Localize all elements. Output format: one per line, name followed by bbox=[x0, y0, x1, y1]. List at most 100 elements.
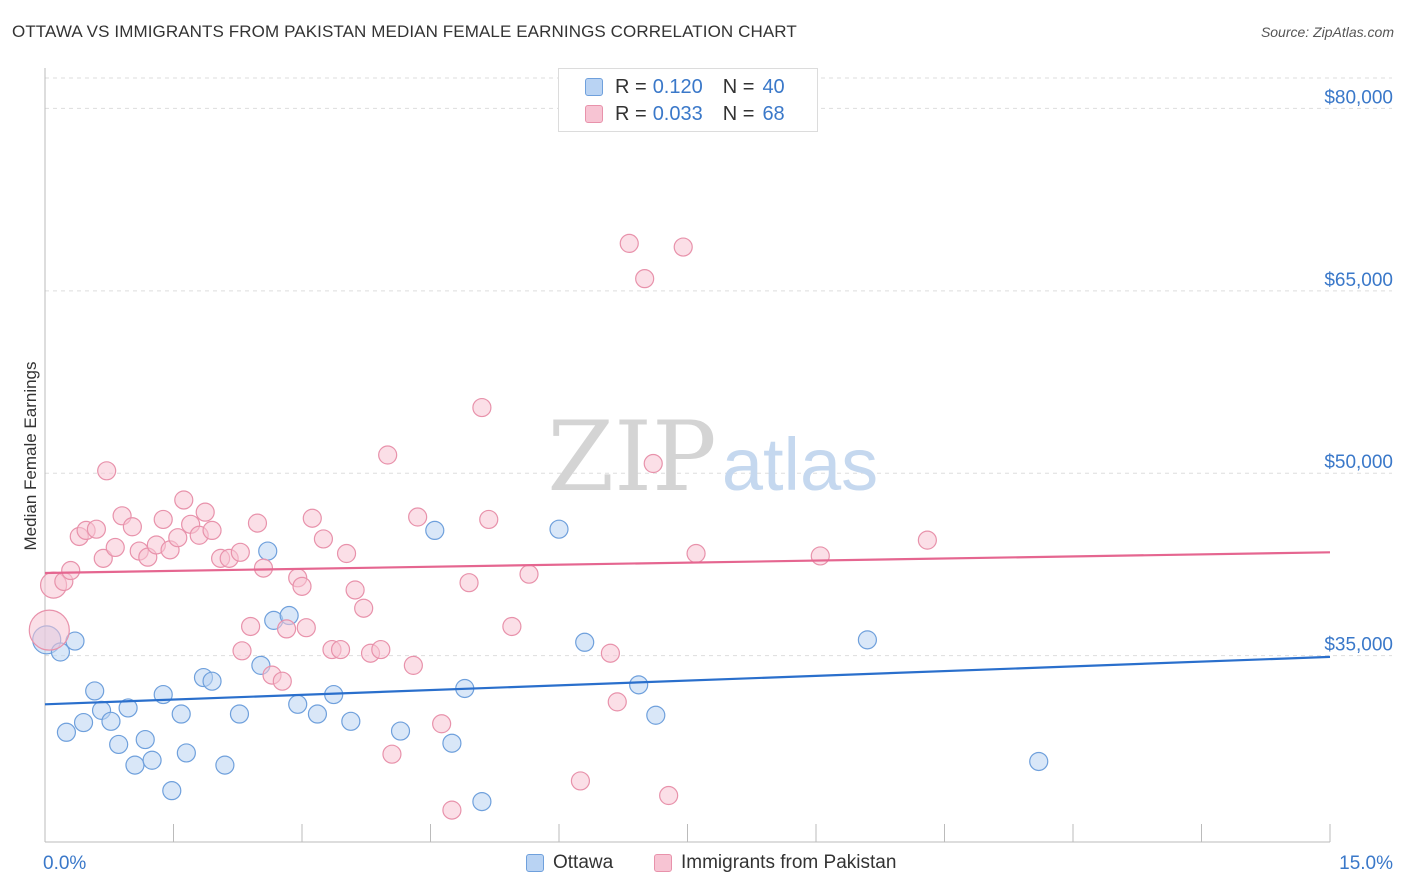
data-point bbox=[109, 734, 129, 755]
data-point bbox=[432, 714, 452, 734]
data-point bbox=[288, 694, 308, 714]
legend-r-label: R = bbox=[615, 75, 647, 98]
data-point bbox=[85, 681, 105, 701]
series-legend: Ottawa Immigrants from Pakistan bbox=[0, 852, 1406, 878]
data-point bbox=[472, 397, 492, 418]
data-point bbox=[371, 639, 391, 660]
y-axis-label: Median Female Earnings bbox=[21, 362, 40, 551]
trend-line-pakistan bbox=[44, 551, 1331, 575]
legend-r-label: R = bbox=[615, 102, 647, 125]
y-tick-label: $80,000 bbox=[1324, 87, 1393, 108]
data-point bbox=[174, 490, 194, 510]
chart-source: Source: ZipAtlas.com bbox=[1260, 24, 1394, 40]
data-point bbox=[425, 520, 445, 541]
data-point bbox=[659, 785, 679, 806]
data-point bbox=[390, 721, 411, 741]
data-point bbox=[382, 744, 402, 764]
legend-row-pakistan: R = 0.033 N = 68 bbox=[585, 102, 785, 126]
data-point bbox=[93, 548, 113, 568]
correlation-legend: R = 0.120 N = 40 R = 0.033 N = 68 bbox=[558, 68, 818, 132]
data-point bbox=[142, 750, 162, 770]
data-point bbox=[408, 507, 428, 527]
data-point bbox=[810, 546, 830, 566]
data-point bbox=[302, 508, 322, 528]
data-point bbox=[162, 781, 182, 801]
legend-n-label: N = bbox=[722, 102, 755, 125]
data-point bbox=[570, 771, 591, 791]
data-point bbox=[105, 537, 125, 558]
data-point bbox=[646, 705, 666, 725]
data-point bbox=[292, 576, 312, 596]
data-point bbox=[519, 564, 539, 584]
data-point bbox=[168, 528, 188, 548]
data-point bbox=[313, 529, 334, 549]
data-point bbox=[258, 541, 278, 561]
data-point bbox=[176, 743, 196, 763]
watermark: ZIP atlas bbox=[547, 401, 878, 513]
data-point bbox=[345, 580, 365, 600]
data-point bbox=[502, 616, 522, 637]
watermark-zip: ZIP bbox=[547, 401, 716, 513]
data-point bbox=[307, 704, 328, 724]
data-point bbox=[403, 655, 423, 675]
data-point bbox=[607, 692, 627, 712]
data-point bbox=[442, 733, 462, 753]
data-point bbox=[330, 639, 351, 660]
data-point bbox=[202, 671, 222, 691]
legend-r-value: 0.120 bbox=[652, 75, 703, 98]
data-point bbox=[686, 543, 706, 564]
series-pakistan bbox=[28, 233, 937, 820]
data-point bbox=[232, 641, 252, 661]
data-point bbox=[354, 598, 374, 618]
data-point bbox=[276, 619, 297, 639]
data-point bbox=[643, 453, 663, 474]
data-point bbox=[73, 712, 94, 733]
x-tick-label: 0.0% bbox=[43, 853, 86, 874]
data-point bbox=[125, 755, 145, 775]
data-point bbox=[857, 630, 878, 650]
data-point bbox=[122, 517, 142, 537]
data-point bbox=[229, 704, 250, 724]
y-tick-label: $65,000 bbox=[1324, 270, 1393, 291]
legend-item-pakistan: Immigrants from Pakistan bbox=[654, 852, 896, 874]
legend-swatch-pakistan bbox=[654, 854, 672, 872]
data-point bbox=[459, 573, 479, 593]
chart-title: OTTAWA VS IMMIGRANTS FROM PAKISTAN MEDIA… bbox=[12, 22, 797, 41]
data-point bbox=[28, 609, 70, 651]
legend-n-label: N = bbox=[722, 75, 755, 98]
data-point bbox=[479, 509, 499, 530]
data-point bbox=[202, 520, 222, 541]
data-point bbox=[600, 643, 621, 663]
data-point bbox=[442, 800, 462, 820]
data-point bbox=[215, 755, 235, 775]
data-point bbox=[549, 519, 569, 539]
data-point bbox=[336, 543, 357, 564]
data-point bbox=[629, 675, 649, 695]
data-point bbox=[253, 558, 274, 578]
y-tick-label: $50,000 bbox=[1324, 452, 1393, 473]
legend-label-pakistan: Immigrants from Pakistan bbox=[681, 852, 897, 873]
legend-row-ottawa: R = 0.120 N = 40 bbox=[585, 75, 785, 99]
data-point bbox=[296, 618, 316, 638]
data-point bbox=[341, 711, 361, 731]
data-point bbox=[56, 722, 77, 742]
trend-lines bbox=[44, 551, 1331, 706]
legend-swatch-ottawa bbox=[585, 78, 603, 96]
data-point bbox=[241, 616, 261, 637]
watermark-atlas: atlas bbox=[722, 423, 878, 506]
data-point bbox=[61, 560, 81, 581]
data-point bbox=[917, 530, 937, 550]
data-point bbox=[272, 671, 292, 691]
data-point bbox=[619, 233, 639, 253]
x-tick-label: 15.0% bbox=[1339, 853, 1393, 874]
data-point bbox=[171, 704, 191, 724]
series-ottawa bbox=[32, 519, 1049, 812]
legend-n-value: 68 bbox=[762, 102, 785, 125]
data-point bbox=[195, 502, 215, 522]
legend-item-ottawa: Ottawa bbox=[526, 852, 613, 874]
data-point bbox=[575, 632, 595, 652]
data-point bbox=[230, 542, 250, 562]
legend-swatch-ottawa bbox=[526, 854, 544, 872]
data-point bbox=[97, 461, 117, 481]
